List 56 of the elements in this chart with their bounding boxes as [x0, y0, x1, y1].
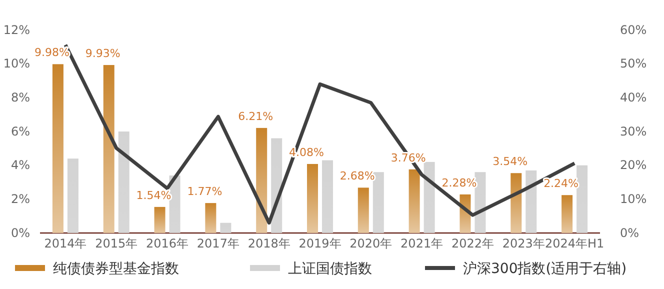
y-tick-label: 4%	[10, 158, 30, 172]
x-tick-label: 2024年H1	[544, 236, 604, 251]
y2-tick-label: 60%	[620, 22, 647, 37]
legend-label: 沪深300指数(适用于右轴)	[463, 261, 627, 277]
x-tick-label: 2016年	[146, 236, 189, 251]
bar	[169, 175, 180, 233]
bar	[322, 160, 333, 233]
x-tick-label: 2015年	[95, 236, 138, 251]
legend-label: 上证国债指数	[288, 261, 372, 277]
x-tick-label: 2018年	[248, 236, 290, 251]
y-tick-label: 10%	[3, 56, 30, 71]
data-label: 2.28%	[442, 176, 477, 190]
y2-tick-label: 30%	[620, 124, 647, 138]
data-label: 2.68%	[340, 170, 375, 183]
y-tick-label: 2%	[10, 192, 30, 206]
bar	[205, 203, 216, 233]
bar	[52, 64, 64, 233]
y-tick-label: 0%	[10, 226, 30, 240]
bar	[510, 173, 522, 233]
x-tick-label: 2017年	[196, 236, 240, 251]
x-tick-label: 2014年	[44, 236, 87, 251]
data-label: 9.93%	[85, 47, 120, 60]
y-tick-label: 12%	[3, 22, 30, 37]
bar	[220, 222, 232, 233]
data-label: 2.24%	[544, 177, 579, 190]
data-label: 1.54%	[136, 188, 172, 202]
x-tick-label: 2023年	[502, 236, 545, 251]
bar	[103, 65, 114, 233]
y-tick-label: 8%	[10, 90, 30, 105]
x-tick-label: 2019年	[298, 236, 342, 251]
data-label: 6.21%	[238, 110, 274, 123]
bar	[67, 158, 78, 233]
y2-tick-label: 40%	[620, 90, 647, 105]
bar	[358, 188, 369, 233]
x-tick-label: 2021年	[400, 236, 444, 251]
y2-tick-label: 20%	[620, 158, 647, 172]
bar	[424, 162, 435, 233]
bar	[307, 164, 318, 233]
x-tick-label: 2022年	[451, 236, 494, 251]
bar	[408, 169, 420, 233]
bar	[474, 172, 486, 233]
bar	[256, 128, 268, 233]
bar	[576, 165, 588, 233]
legend-label: 纯债债券型基金指数	[53, 261, 179, 277]
data-label: 3.54%	[492, 155, 528, 168]
bar	[154, 206, 166, 233]
y-tick-label: 6%	[10, 124, 30, 138]
bar	[118, 132, 130, 233]
bar	[526, 170, 537, 233]
bar	[372, 172, 384, 233]
x-tick-label: 2020年	[350, 236, 392, 251]
bar	[562, 195, 573, 233]
y2-tick-label: 50%	[620, 56, 647, 71]
data-label: 1.77%	[187, 185, 222, 198]
y2-tick-label: 0%	[620, 226, 640, 240]
y2-tick-label: 10%	[620, 192, 647, 206]
